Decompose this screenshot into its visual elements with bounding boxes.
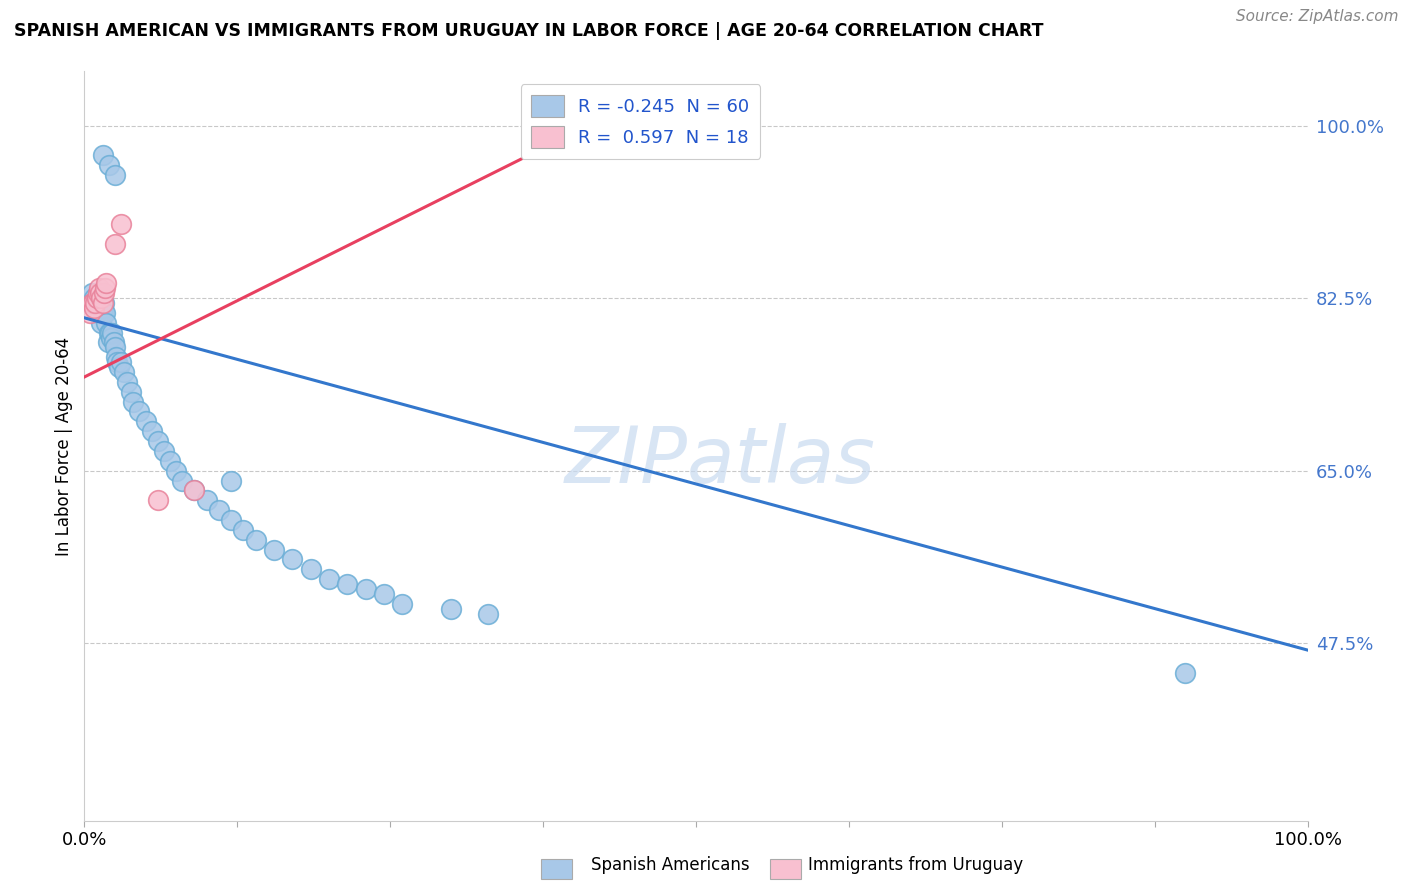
Point — [195, 493, 218, 508]
Text: Spanish Americans: Spanish Americans — [591, 855, 749, 873]
Point — [100, 330, 122, 344]
Text: ZIPatlas: ZIPatlas — [565, 423, 876, 499]
Text: Source: ZipAtlas.com: Source: ZipAtlas.com — [1236, 9, 1399, 24]
Point — [89, 306, 111, 320]
Point — [86, 306, 108, 320]
Point — [219, 513, 242, 527]
Point — [94, 281, 117, 295]
Point — [103, 335, 125, 350]
Point — [354, 582, 377, 596]
Point — [115, 375, 138, 389]
Point — [93, 296, 115, 310]
Point — [90, 291, 112, 305]
Point — [104, 168, 127, 182]
Point — [122, 394, 145, 409]
Point — [91, 296, 114, 310]
Point — [208, 503, 231, 517]
Point — [80, 296, 103, 310]
Point — [104, 340, 127, 354]
Point — [1174, 665, 1197, 680]
Point — [183, 483, 205, 498]
Point — [86, 291, 108, 305]
Point — [96, 277, 118, 291]
Point — [89, 286, 111, 301]
Point — [79, 306, 101, 320]
Point — [477, 607, 499, 621]
Point — [87, 281, 110, 295]
Point — [281, 552, 304, 566]
Point — [97, 158, 120, 172]
Point — [146, 493, 169, 508]
Point — [128, 404, 150, 418]
Point — [299, 562, 322, 576]
Point — [101, 326, 124, 340]
Point — [105, 355, 128, 369]
Point — [104, 236, 127, 251]
Point — [87, 296, 110, 310]
Point — [90, 316, 112, 330]
Point — [440, 601, 463, 615]
Point — [120, 384, 142, 399]
Point — [91, 301, 114, 315]
Point — [87, 286, 110, 301]
Point — [183, 483, 205, 498]
Point — [105, 351, 128, 365]
Point — [97, 335, 120, 350]
Point — [84, 296, 107, 310]
Point — [96, 316, 118, 330]
Text: Immigrants from Uruguay: Immigrants from Uruguay — [808, 855, 1024, 873]
Point — [263, 542, 285, 557]
Point — [98, 326, 121, 340]
Point — [91, 306, 114, 320]
Point — [93, 286, 115, 301]
Legend: R = -0.245  N = 60, R =  0.597  N = 18: R = -0.245 N = 60, R = 0.597 N = 18 — [520, 84, 761, 159]
Point — [80, 286, 103, 301]
Point — [373, 587, 395, 601]
Point — [86, 296, 108, 310]
Point — [82, 296, 104, 310]
Point — [91, 148, 114, 162]
Point — [232, 523, 254, 537]
Point — [159, 454, 181, 468]
Point — [165, 464, 187, 478]
Point — [94, 306, 117, 320]
Point — [82, 296, 104, 310]
Point — [141, 424, 163, 438]
Point — [245, 533, 267, 547]
Point — [146, 434, 169, 448]
Point — [112, 365, 135, 379]
Point — [153, 444, 176, 458]
Point — [79, 296, 101, 310]
Text: SPANISH AMERICAN VS IMMIGRANTS FROM URUGUAY IN LABOR FORCE | AGE 20-64 CORRELATI: SPANISH AMERICAN VS IMMIGRANTS FROM URUG… — [14, 22, 1043, 40]
Point — [110, 355, 132, 369]
Point — [219, 474, 242, 488]
Point — [110, 217, 132, 231]
Point — [97, 326, 120, 340]
Point — [83, 301, 105, 315]
Point — [83, 291, 105, 305]
Point — [336, 577, 359, 591]
Point — [172, 474, 194, 488]
Point — [318, 572, 340, 586]
Point — [135, 414, 157, 428]
Point — [391, 597, 413, 611]
Point — [107, 360, 129, 375]
Y-axis label: In Labor Force | Age 20-64: In Labor Force | Age 20-64 — [55, 336, 73, 556]
Point — [84, 301, 107, 315]
Point — [87, 286, 110, 301]
